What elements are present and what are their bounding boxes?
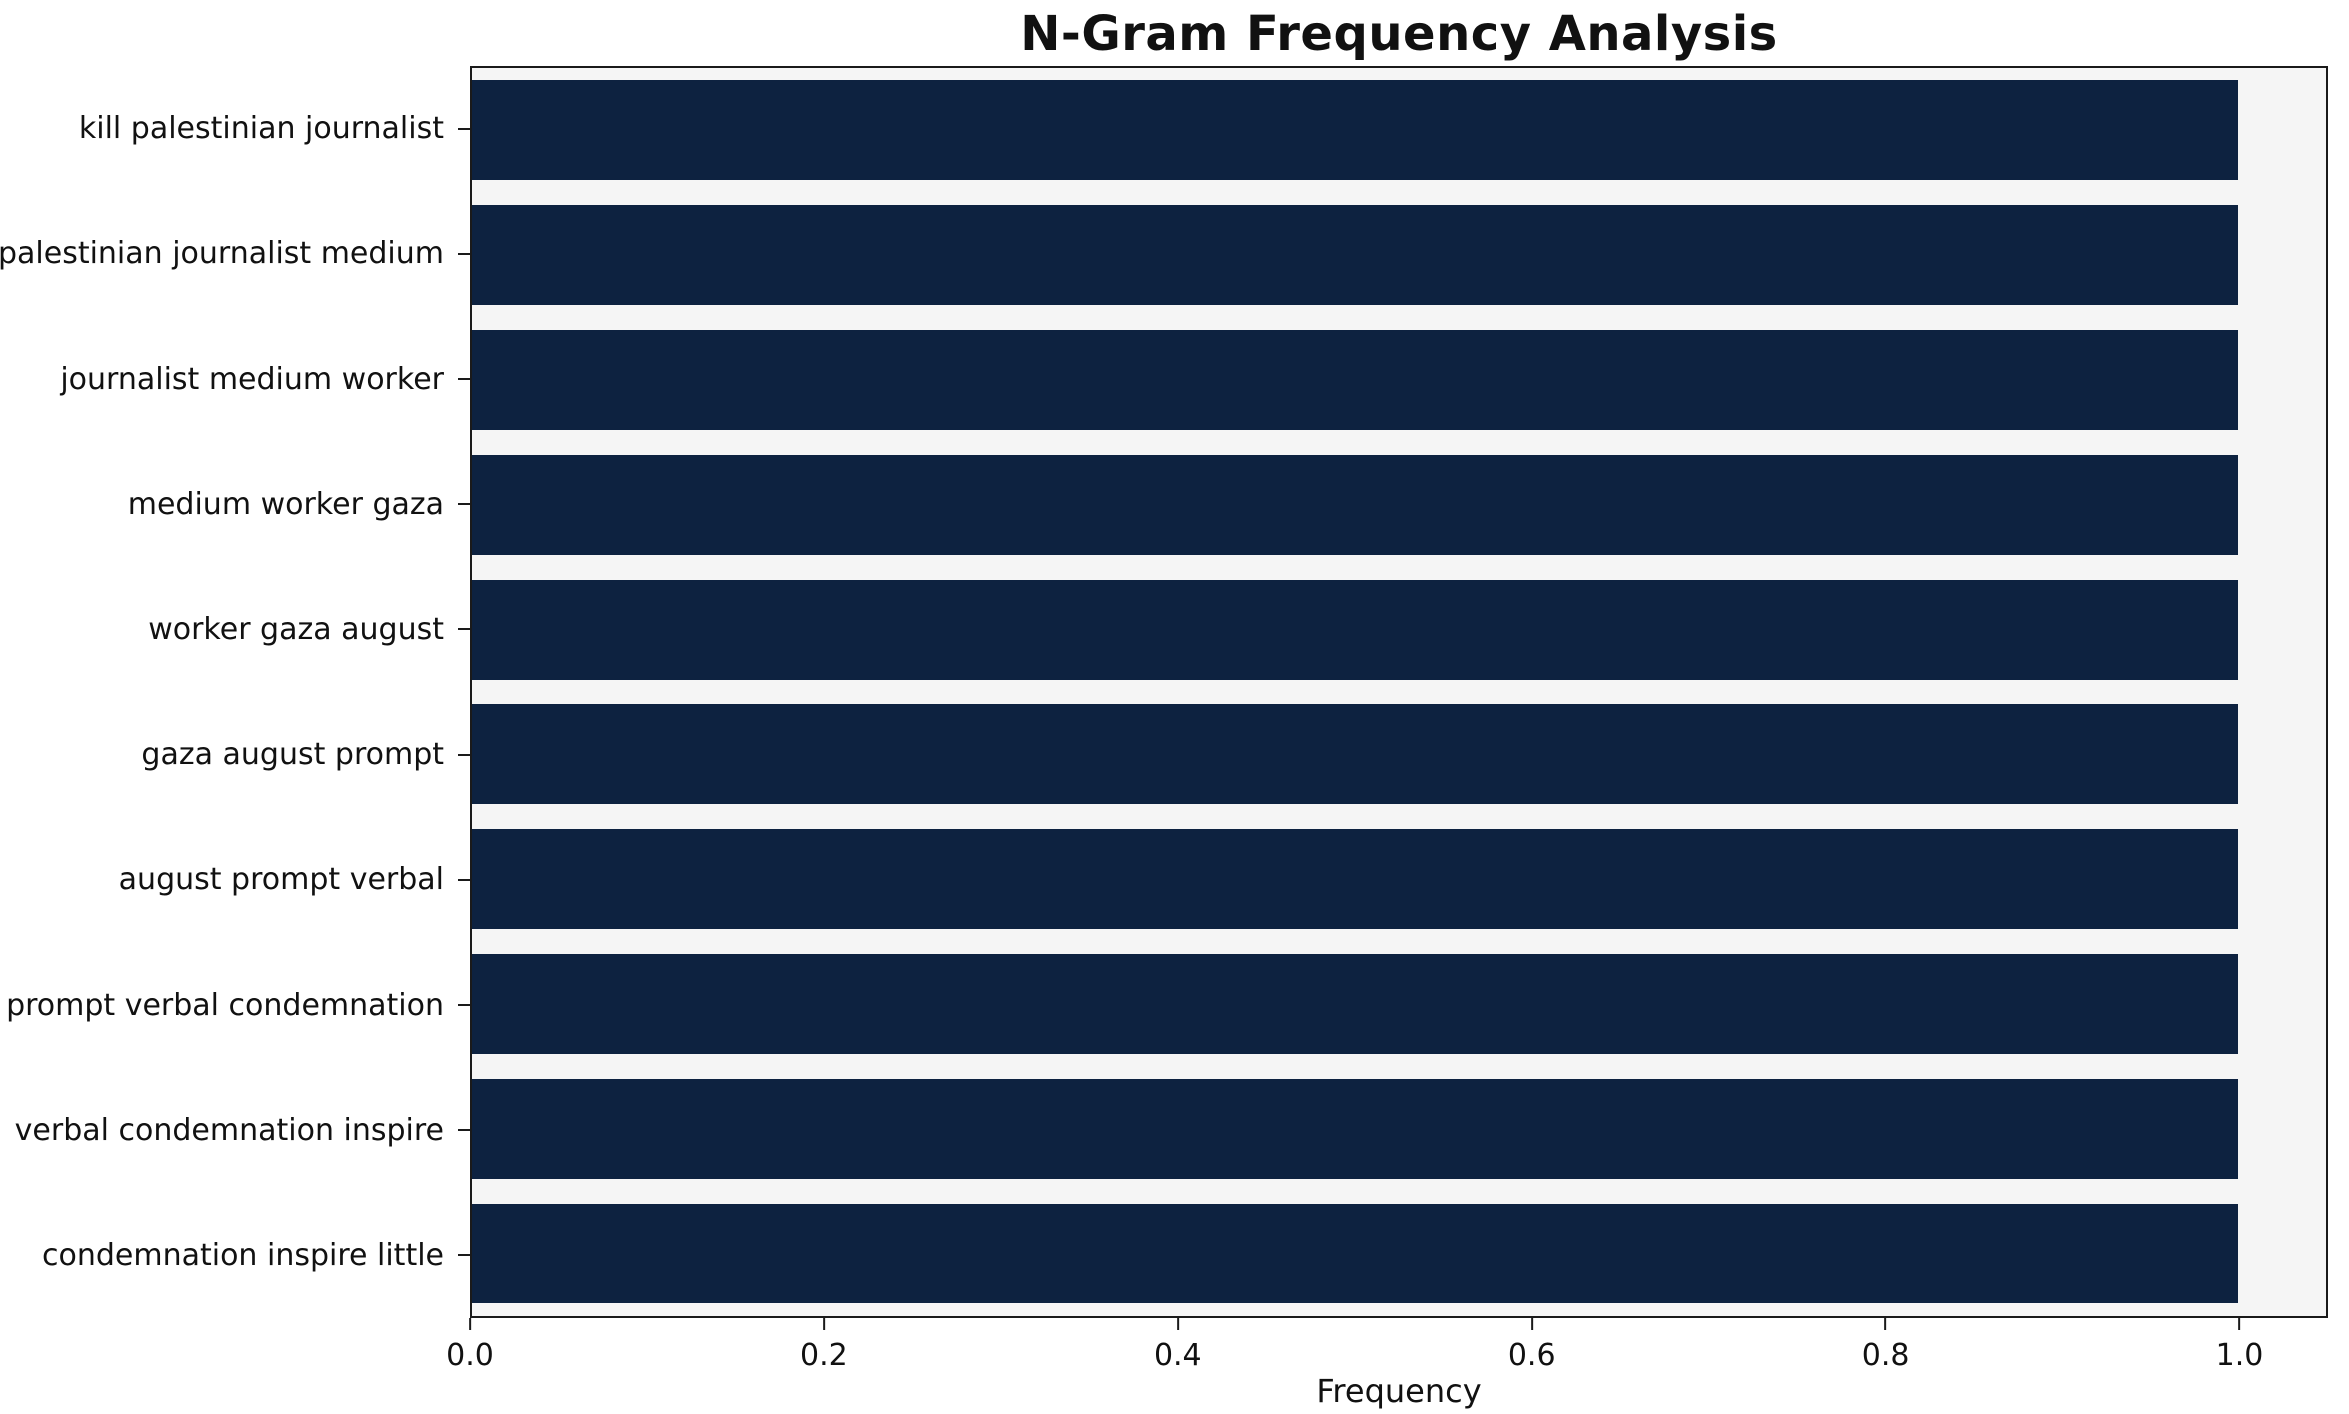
y-tick-mark (458, 252, 470, 255)
y-tick-mark (458, 878, 470, 881)
bar (472, 829, 2238, 930)
x-tick-mark (822, 1318, 825, 1330)
bar (472, 330, 2238, 430)
bar-band (472, 692, 2326, 817)
x-tick-label: 1.0 (2215, 1338, 2264, 1373)
y-tick-mark (458, 127, 470, 130)
x-tick-mark (469, 1318, 471, 1330)
bar-band (472, 442, 2326, 567)
x-tick: 0.0 (446, 1318, 494, 1373)
y-tick-label: condemnation inspire little (0, 1193, 470, 1318)
bar (472, 579, 2238, 680)
bar (472, 1078, 2238, 1179)
x-tick-mark (1884, 1318, 1887, 1330)
y-tick-mark (458, 1129, 470, 1132)
y-tick-mark (458, 753, 470, 756)
y-tick-mark (458, 503, 470, 506)
x-tick-label: 0.0 (446, 1338, 494, 1373)
bar (472, 954, 2238, 1054)
bar-band (472, 1191, 2326, 1316)
y-tick-label: palestinian journalist medium (0, 191, 470, 316)
y-tick-label: gaza august prompt (0, 692, 470, 817)
x-tick-label: 0.2 (800, 1338, 848, 1373)
y-tick-label: journalist medium worker (0, 316, 470, 441)
y-tick-label: worker gaza august (0, 567, 470, 692)
y-tick-label: prompt verbal condemnation (0, 942, 470, 1067)
x-tick-label: 0.8 (1861, 1338, 1910, 1373)
chart-title: N-Gram Frequency Analysis (1020, 6, 1778, 62)
bar-band (472, 68, 2326, 193)
y-tick-mark (458, 378, 470, 380)
y-tick-mark (458, 1254, 470, 1257)
x-tick-mark (2238, 1318, 2241, 1330)
bar (472, 704, 2238, 805)
x-tick-mark (1530, 1318, 1533, 1330)
bar-band (472, 1066, 2326, 1191)
x-tick: 0.2 (800, 1318, 848, 1373)
y-tick-mark (458, 628, 470, 631)
x-tick-label: 0.4 (1153, 1338, 1202, 1373)
bar (472, 1203, 2238, 1304)
bar (472, 454, 2238, 555)
bar-band (472, 817, 2326, 942)
y-axis-labels: kill palestinian journalist palestinian j… (0, 66, 470, 1318)
bar-band (472, 567, 2326, 692)
x-tick: 1.0 (2215, 1318, 2264, 1373)
y-tick-mark (458, 1004, 470, 1007)
x-axis-ticks: 0.0 0.2 0.4 0.6 0.8 1.0 (446, 1318, 2328, 1382)
bar-band (472, 193, 2326, 318)
y-tick-label: medium worker gaza (0, 442, 470, 567)
bar (472, 205, 2238, 306)
x-tick-mark (1176, 1318, 1179, 1330)
x-tick: 0.6 (1508, 1318, 1556, 1373)
y-tick-label: kill palestinian journalist (0, 66, 470, 191)
bar-band (472, 942, 2326, 1067)
x-tick: 0.4 (1154, 1318, 1202, 1373)
bar-band (472, 318, 2326, 443)
x-tick: 0.8 (1861, 1318, 1910, 1373)
x-tick-label: 0.6 (1507, 1338, 1556, 1373)
y-tick-label: verbal condemnation inspire (0, 1068, 470, 1193)
x-axis-label: Frequency (1316, 1372, 1482, 1410)
y-tick-label: august prompt verbal (0, 817, 470, 942)
plot-area (470, 66, 2328, 1318)
bar (472, 80, 2238, 181)
